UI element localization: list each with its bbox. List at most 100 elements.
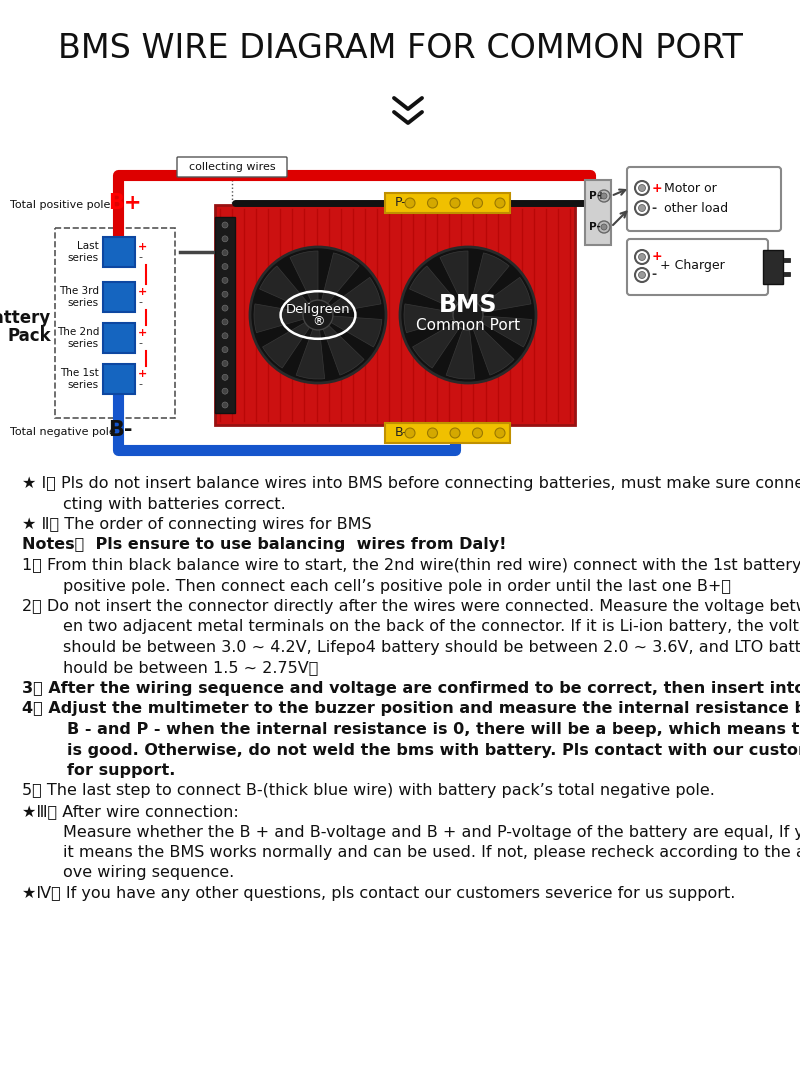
Text: 3、 After the wiring sequence and voltage are confirmed to be correct, then inser: 3、 After the wiring sequence and voltage…	[22, 681, 800, 696]
Text: BMS WIRE DIAGRAM FOR COMMON PORT: BMS WIRE DIAGRAM FOR COMMON PORT	[58, 31, 742, 65]
Circle shape	[405, 199, 415, 208]
Circle shape	[453, 300, 483, 330]
Wedge shape	[446, 315, 474, 379]
Circle shape	[222, 249, 228, 256]
Circle shape	[222, 346, 228, 353]
Circle shape	[635, 181, 649, 195]
Text: +: +	[138, 328, 147, 338]
Circle shape	[405, 428, 415, 438]
Circle shape	[473, 199, 482, 208]
Circle shape	[222, 291, 228, 297]
Text: Common Port: Common Port	[416, 317, 520, 332]
Circle shape	[222, 360, 228, 367]
Text: -: -	[652, 269, 662, 282]
Bar	[55, 228, 175, 418]
Circle shape	[222, 319, 228, 325]
Bar	[783, 258, 790, 262]
Circle shape	[638, 185, 646, 191]
Circle shape	[222, 305, 228, 311]
Wedge shape	[318, 315, 364, 375]
Text: Total positive pole: Total positive pole	[10, 200, 110, 210]
Wedge shape	[262, 315, 318, 368]
Wedge shape	[318, 252, 359, 315]
FancyBboxPatch shape	[177, 158, 287, 177]
Circle shape	[222, 222, 228, 228]
Text: Total negative pole: Total negative pole	[10, 427, 116, 437]
Circle shape	[222, 388, 228, 394]
Text: for support.: for support.	[22, 763, 175, 778]
Bar	[103, 282, 135, 312]
Circle shape	[638, 272, 646, 278]
FancyBboxPatch shape	[627, 167, 781, 231]
Text: Notes：  Pls ensure to use balancing  wires from Daly!: Notes： Pls ensure to use balancing wires…	[22, 537, 506, 552]
Text: +: +	[138, 242, 147, 252]
Circle shape	[222, 263, 228, 270]
Text: 5、 The last step to connect B-(thick blue wire) with battery pack’s total negati: 5、 The last step to connect B-(thick blu…	[22, 783, 715, 798]
Wedge shape	[290, 251, 318, 315]
Text: positive pole. Then connect each cell’s positive pole in order until the last on: positive pole. Then connect each cell’s …	[22, 578, 731, 593]
Circle shape	[222, 236, 228, 242]
Text: Battery: Battery	[0, 309, 51, 327]
Bar	[215, 205, 575, 425]
Circle shape	[222, 374, 228, 380]
Circle shape	[473, 428, 482, 438]
Text: it means the BMS works normally and can be used. If not, please recheck accordin: it means the BMS works normally and can …	[22, 845, 800, 860]
Wedge shape	[254, 304, 318, 332]
Text: ★Ⅳ、 If you have any other questions, pls contact our customers severice for us s: ★Ⅳ、 If you have any other questions, pls…	[22, 886, 735, 901]
Text: B-: B-	[108, 420, 133, 440]
Text: should be between 3.0 ~ 4.2V, Lifepo4 battery should be between 2.0 ~ 3.6V, and : should be between 3.0 ~ 4.2V, Lifepo4 ba…	[22, 640, 800, 655]
Text: -: -	[652, 202, 662, 215]
Circle shape	[635, 250, 649, 264]
Text: is good. Otherwise, do not weld the bms with battery. Pls contact with our custo: is good. Otherwise, do not weld the bms …	[22, 742, 800, 757]
Text: Measure whether the B + and B-voltage and B + and P-voltage of the battery are e: Measure whether the B + and B-voltage an…	[22, 824, 800, 839]
Wedge shape	[318, 315, 382, 347]
Text: +: +	[652, 181, 667, 194]
Wedge shape	[413, 315, 468, 368]
Text: -: -	[138, 338, 142, 349]
FancyBboxPatch shape	[627, 240, 768, 295]
Circle shape	[250, 247, 386, 383]
Wedge shape	[318, 277, 381, 315]
Circle shape	[450, 428, 460, 438]
Text: +: +	[138, 287, 147, 297]
Text: B - and P - when the internal resistance is 0, there will be a beep, which means: B - and P - when the internal resistance…	[22, 722, 800, 737]
Circle shape	[303, 300, 333, 330]
Bar	[103, 237, 135, 267]
Text: en two adjacent metal terminals on the back of the connector. If it is Li-ion ba: en two adjacent metal terminals on the b…	[22, 619, 800, 634]
Wedge shape	[404, 304, 468, 332]
Text: + Charger: + Charger	[660, 260, 725, 273]
Text: -: -	[138, 379, 142, 390]
Wedge shape	[468, 277, 531, 315]
Text: ove wiring sequence.: ove wiring sequence.	[22, 865, 234, 880]
Circle shape	[222, 277, 228, 284]
Text: ★ Ⅱ、 The order of connecting wires for BMS: ★ Ⅱ、 The order of connecting wires for B…	[22, 517, 372, 532]
Circle shape	[638, 254, 646, 260]
Text: 1、 From thin black balance wire to start, the 2nd wire(thin red wire) connect wi: 1、 From thin black balance wire to start…	[22, 558, 800, 573]
Text: B-: B-	[395, 426, 408, 439]
Circle shape	[222, 332, 228, 339]
Bar	[783, 272, 790, 276]
Text: other load: other load	[660, 202, 728, 215]
Wedge shape	[468, 252, 509, 315]
Circle shape	[495, 199, 505, 208]
Text: +: +	[138, 369, 147, 379]
Circle shape	[598, 190, 610, 202]
Bar	[215, 217, 235, 413]
Text: Motor or: Motor or	[660, 181, 717, 194]
Text: The 3rd
series: The 3rd series	[59, 286, 99, 309]
Text: 2、 Do not insert the connector directly after the wires were connected. Measure : 2、 Do not insert the connector directly …	[22, 599, 800, 614]
Wedge shape	[468, 315, 532, 347]
Wedge shape	[468, 315, 514, 375]
Bar	[385, 193, 510, 213]
Bar	[585, 180, 611, 245]
Text: The 1st
series: The 1st series	[60, 368, 99, 391]
Bar	[385, 423, 510, 443]
Circle shape	[598, 221, 610, 233]
Text: Last
series: Last series	[68, 241, 99, 263]
Bar	[103, 364, 135, 394]
Circle shape	[222, 402, 228, 408]
Text: P+: P+	[589, 191, 606, 201]
Text: 4、 Adjust the multimeter to the buzzer position and measure the internal resista: 4、 Adjust the multimeter to the buzzer p…	[22, 701, 800, 716]
Circle shape	[635, 201, 649, 215]
Circle shape	[400, 247, 536, 383]
